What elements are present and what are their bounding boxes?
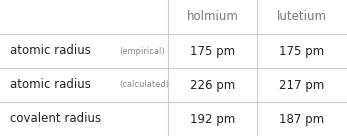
Text: atomic radius: atomic radius	[10, 78, 95, 92]
Text: holmium: holmium	[187, 10, 238, 24]
Text: 187 pm: 187 pm	[279, 112, 324, 126]
Text: lutetium: lutetium	[277, 10, 327, 24]
Text: 226 pm: 226 pm	[190, 78, 235, 92]
Text: atomic radius: atomic radius	[10, 44, 95, 58]
Text: (empirical): (empirical)	[120, 47, 165, 55]
Text: 217 pm: 217 pm	[279, 78, 324, 92]
Text: 175 pm: 175 pm	[279, 44, 324, 58]
Text: 192 pm: 192 pm	[190, 112, 235, 126]
Text: 175 pm: 175 pm	[190, 44, 235, 58]
Text: covalent radius: covalent radius	[10, 112, 102, 126]
Text: (calculated): (calculated)	[120, 81, 170, 89]
